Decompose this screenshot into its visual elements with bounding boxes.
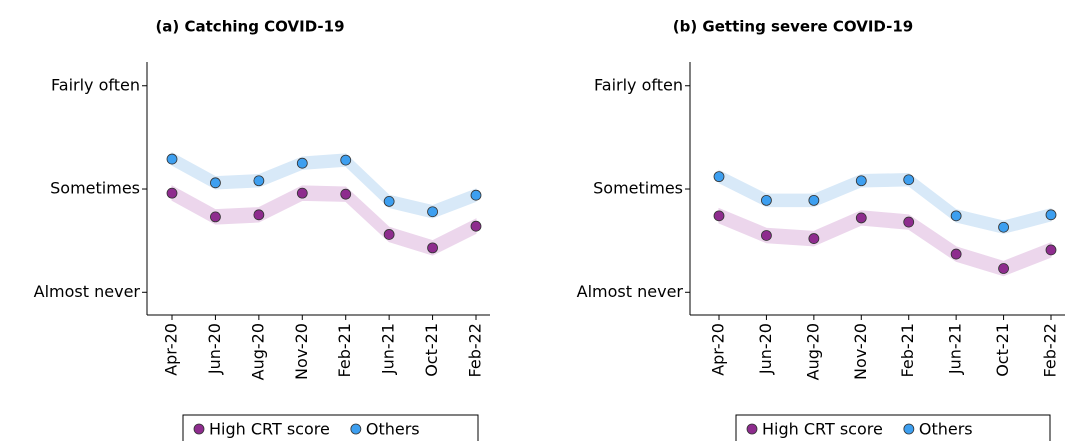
data-point <box>296 187 308 199</box>
legend-label: Others <box>919 420 973 439</box>
legend-marker <box>350 423 362 435</box>
x-tick-label: Jun-20 <box>205 323 224 375</box>
data-point <box>998 221 1009 233</box>
legend-box <box>182 414 479 441</box>
x-tick-label: Jun-21 <box>379 323 398 375</box>
legend-marker <box>193 423 205 435</box>
legend-label: High CRT score <box>762 420 883 439</box>
x-tick-label: Jun-20 <box>756 323 775 375</box>
legend-label: Others <box>366 420 420 439</box>
data-point <box>950 248 962 260</box>
confidence-band <box>718 169 1052 234</box>
data-point <box>470 189 482 201</box>
data-point <box>808 233 820 244</box>
data-point <box>761 230 772 241</box>
legend-label: High CRT score <box>209 420 330 439</box>
data-point <box>808 194 820 206</box>
data-point <box>340 154 352 166</box>
x-tick-label: Nov-20 <box>292 323 311 380</box>
x-tick-label: Apr-20 <box>162 323 181 376</box>
data-point <box>253 175 265 187</box>
legend-marker <box>903 423 915 435</box>
data-point <box>855 175 867 187</box>
data-point <box>210 177 221 189</box>
data-point <box>383 196 395 207</box>
data-point <box>1045 244 1057 256</box>
y-tick-label: Almost never <box>577 282 684 301</box>
x-tick-label: Apr-20 <box>709 323 728 376</box>
y-tick-label: Almost never <box>34 282 141 301</box>
x-tick-label: Jun-21 <box>946 323 965 375</box>
data-point <box>296 157 308 169</box>
data-point <box>855 212 867 224</box>
data-point <box>427 242 438 254</box>
data-point <box>1045 209 1057 221</box>
data-point <box>950 210 962 222</box>
chart-title: (b) Getting severe COVID-19 <box>673 18 914 36</box>
x-tick-label: Oct-21 <box>422 323 441 377</box>
x-tick-label: Feb-21 <box>898 323 917 377</box>
confidence-band <box>718 207 1052 277</box>
legend-marker <box>746 423 758 435</box>
data-point <box>253 209 265 221</box>
data-point <box>998 263 1009 274</box>
data-point <box>427 206 438 218</box>
data-point <box>903 216 915 228</box>
data-point <box>903 174 915 186</box>
data-point <box>713 210 725 222</box>
x-tick-label: Feb-22 <box>1041 323 1060 377</box>
data-point <box>166 153 178 165</box>
data-point <box>470 220 482 232</box>
data-point <box>340 188 352 200</box>
y-tick-label: Sometimes <box>50 179 140 198</box>
y-tick-label: Fairly often <box>594 75 683 94</box>
data-point <box>383 229 395 240</box>
y-tick-label: Sometimes <box>593 179 683 198</box>
x-tick-label: Feb-22 <box>466 323 485 377</box>
x-tick-label: Aug-20 <box>803 323 822 380</box>
x-tick-label: Feb-21 <box>335 323 354 377</box>
confidence-band <box>171 152 477 219</box>
x-tick-label: Nov-20 <box>851 323 870 380</box>
data-point <box>761 194 772 206</box>
x-tick-label: Oct-21 <box>993 323 1012 377</box>
x-tick-label: Aug-20 <box>248 323 267 380</box>
legend-box <box>735 414 1051 441</box>
data-point <box>166 187 178 199</box>
chart-title: (a) Catching COVID-19 <box>155 18 344 36</box>
confidence-band <box>171 185 477 256</box>
data-point <box>713 171 725 183</box>
y-tick-label: Fairly often <box>51 75 140 94</box>
data-point <box>210 211 221 223</box>
